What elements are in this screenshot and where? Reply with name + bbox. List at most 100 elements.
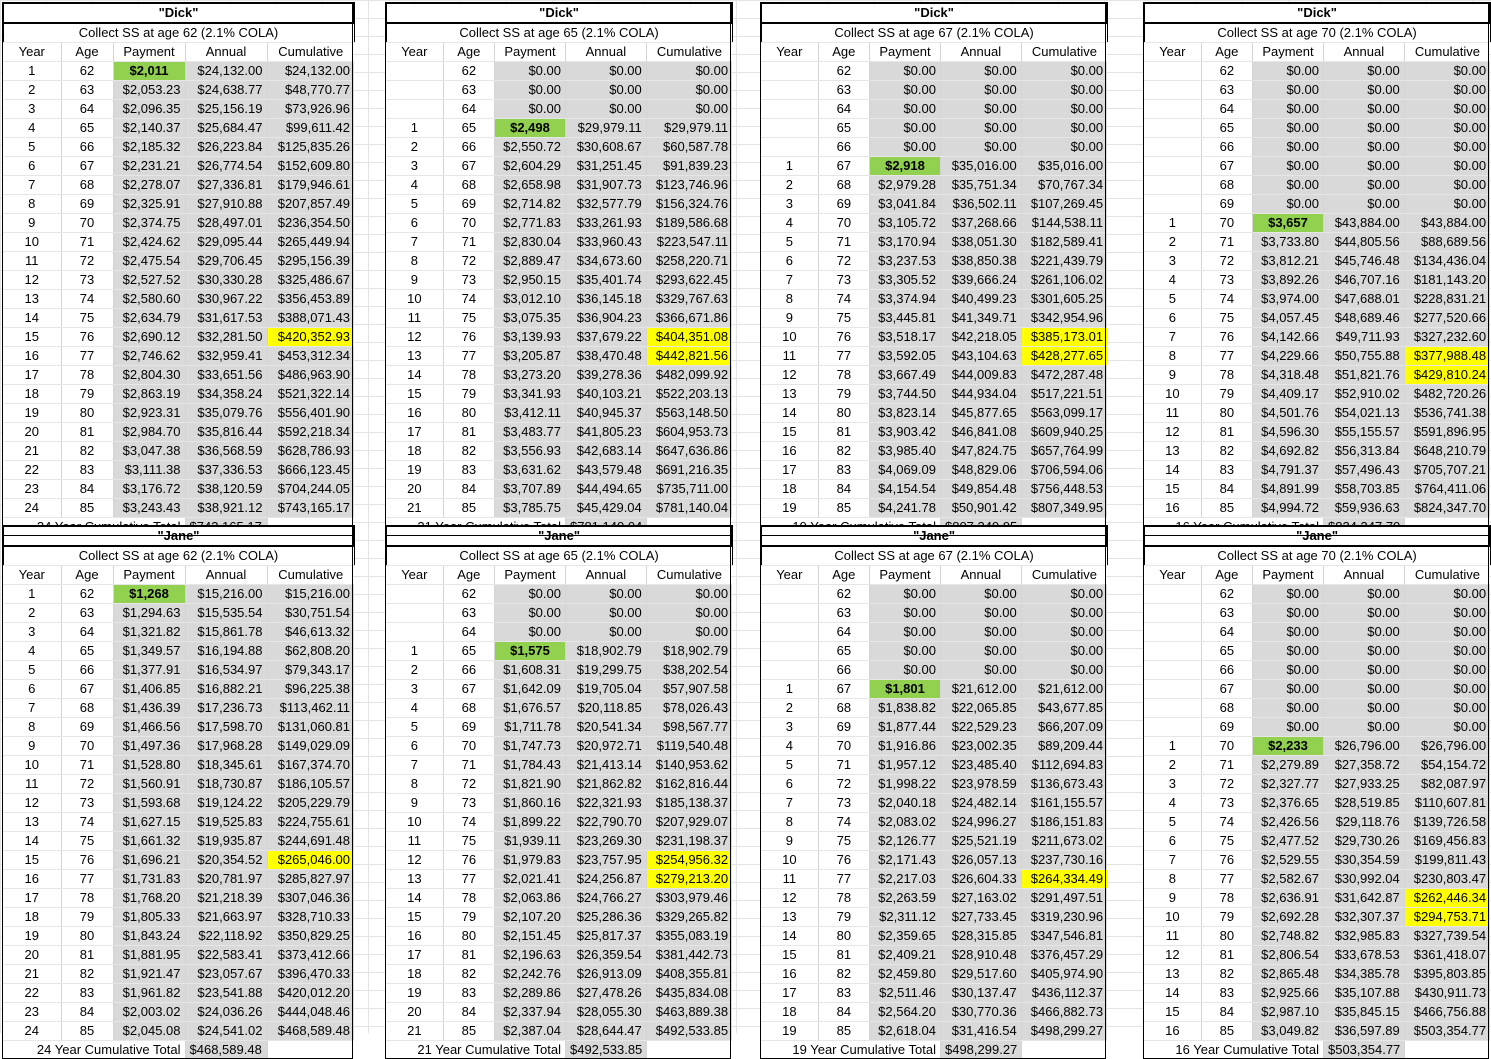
year-cell[interactable] [1144,138,1201,157]
cumulative-cell[interactable]: $609,940.25 [1021,423,1107,442]
age-cell[interactable]: 76 [1201,851,1252,870]
annual-cell[interactable]: $0.00 [1323,62,1404,81]
age-cell[interactable]: 82 [818,965,869,984]
annual-cell[interactable]: $44,934.04 [940,385,1021,404]
year-cell[interactable] [761,661,818,680]
payment-cell[interactable]: $4,596.30 [1252,423,1323,442]
annual-cell[interactable]: $35,401.74 [565,271,646,290]
age-cell[interactable]: 62 [818,585,869,604]
cumulative-cell[interactable]: $258,220.71 [646,252,732,271]
cumulative-cell[interactable]: $21,612.00 [1021,680,1107,699]
annual-cell[interactable]: $33,960.43 [565,233,646,252]
annual-cell[interactable]: $0.00 [940,623,1021,642]
cumulative-cell[interactable]: $113,462.11 [267,699,354,718]
annual-cell[interactable]: $42,218.05 [940,328,1021,347]
year-cell[interactable]: 2 [761,176,818,195]
year-cell[interactable]: 2 [386,661,443,680]
age-cell[interactable]: 69 [443,718,494,737]
age-cell[interactable]: 71 [61,756,113,775]
age-cell[interactable]: 65 [1201,642,1252,661]
payment-cell[interactable]: $1,957.12 [869,756,940,775]
payment-cell[interactable]: $2,196.63 [494,946,565,965]
year-cell[interactable]: 3 [386,680,443,699]
age-cell[interactable]: 72 [443,252,494,271]
age-cell[interactable]: 84 [61,1003,113,1022]
age-cell[interactable]: 84 [1201,1003,1252,1022]
payment-cell[interactable]: $1,916.86 [869,737,940,756]
cumulative-cell[interactable]: $262,446.34 [1404,889,1490,908]
cumulative-cell[interactable]: $366,671.86 [646,309,732,328]
annual-cell[interactable]: $44,009.83 [940,366,1021,385]
payment-cell[interactable]: $1,560.91 [113,775,185,794]
annual-cell[interactable]: $58,703.85 [1323,480,1404,499]
year-cell[interactable]: 19 [386,461,443,480]
age-cell[interactable]: 74 [61,813,113,832]
annual-cell[interactable]: $45,746.48 [1323,252,1404,271]
total-label[interactable]: 19 Year Cumulative Total [761,1041,940,1059]
cumulative-cell[interactable]: $466,882.73 [1021,1003,1107,1022]
annual-cell[interactable]: $28,644.47 [565,1022,646,1041]
cumulative-cell[interactable]: $396,470.33 [267,965,354,984]
year-header[interactable]: Year [761,43,818,62]
annual-cell[interactable]: $25,817.37 [565,927,646,946]
payment-cell[interactable]: $0.00 [1252,642,1323,661]
payment-cell[interactable]: $1,768.20 [113,889,185,908]
annual-cell[interactable]: $34,385.78 [1323,965,1404,984]
age-cell[interactable]: 63 [1201,81,1252,100]
year-cell[interactable]: 9 [386,271,443,290]
annual-header[interactable]: Annual [1323,566,1404,585]
annual-header[interactable]: Annual [565,43,646,62]
payment-cell[interactable]: $2,083.02 [869,813,940,832]
empty-cell[interactable] [1404,1041,1490,1059]
age-cell[interactable]: 64 [818,100,869,119]
year-cell[interactable]: 8 [1144,347,1201,366]
annual-cell[interactable]: $41,349.71 [940,309,1021,328]
annual-cell[interactable]: $27,358.72 [1323,756,1404,775]
cumulative-cell[interactable]: $327,739.54 [1404,927,1490,946]
year-cell[interactable]: 12 [3,271,61,290]
cumulative-cell[interactable]: $149,029.09 [267,737,354,756]
annual-cell[interactable]: $24,482.14 [940,794,1021,813]
cumulative-cell[interactable]: $405,974.90 [1021,965,1107,984]
cumulative-cell[interactable]: $442,821.56 [646,347,732,366]
payment-cell[interactable]: $1,436.39 [113,699,185,718]
year-cell[interactable] [761,138,818,157]
cumulative-cell[interactable]: $0.00 [1404,680,1490,699]
age-cell[interactable]: 66 [1201,138,1252,157]
annual-header[interactable]: Annual [185,566,267,585]
cumulative-cell[interactable]: $0.00 [1021,623,1107,642]
cumulative-cell[interactable]: $35,016.00 [1021,157,1107,176]
cumulative-cell[interactable]: $60,587.78 [646,138,732,157]
annual-header[interactable]: Annual [940,566,1021,585]
annual-cell[interactable]: $16,194.88 [185,642,267,661]
cumulative-cell[interactable]: $492,533.85 [646,1022,732,1041]
payment-cell[interactable]: $2,063.86 [494,889,565,908]
age-cell[interactable]: 83 [1201,984,1252,1003]
annual-cell[interactable]: $34,673.60 [565,252,646,271]
annual-cell[interactable]: $16,882.21 [185,680,267,699]
payment-cell[interactable]: $3,518.17 [869,328,940,347]
cumulative-cell[interactable]: $691,216.35 [646,461,732,480]
cumulative-cell[interactable]: $420,352.93 [267,328,354,347]
payment-cell[interactable]: $1,899.22 [494,813,565,832]
age-cell[interactable]: 85 [1201,499,1252,518]
annual-cell[interactable]: $50,755.88 [1323,347,1404,366]
annual-cell[interactable]: $0.00 [565,604,646,623]
cumulative-cell[interactable]: $824,347.70 [1404,499,1490,518]
cumulative-cell[interactable]: $453,312.34 [267,347,354,366]
age-cell[interactable]: 65 [1201,119,1252,138]
year-cell[interactable]: 4 [1144,271,1201,290]
payment-cell[interactable]: $0.00 [494,623,565,642]
payment-cell[interactable]: $2,475.54 [113,252,185,271]
annual-cell[interactable]: $31,416.54 [940,1022,1021,1041]
cumulative-cell[interactable]: $54,154.72 [1404,756,1490,775]
age-cell[interactable]: 68 [1201,176,1252,195]
age-cell[interactable]: 85 [818,1022,869,1041]
cumulative-cell[interactable]: $472,287.48 [1021,366,1107,385]
age-cell[interactable]: 80 [61,927,113,946]
annual-cell[interactable]: $56,313.84 [1323,442,1404,461]
payment-cell[interactable]: $1,921.47 [113,965,185,984]
annual-cell[interactable]: $31,907.73 [565,176,646,195]
payment-cell[interactable]: $1,881.95 [113,946,185,965]
cumulative-cell[interactable]: $0.00 [1404,100,1490,119]
